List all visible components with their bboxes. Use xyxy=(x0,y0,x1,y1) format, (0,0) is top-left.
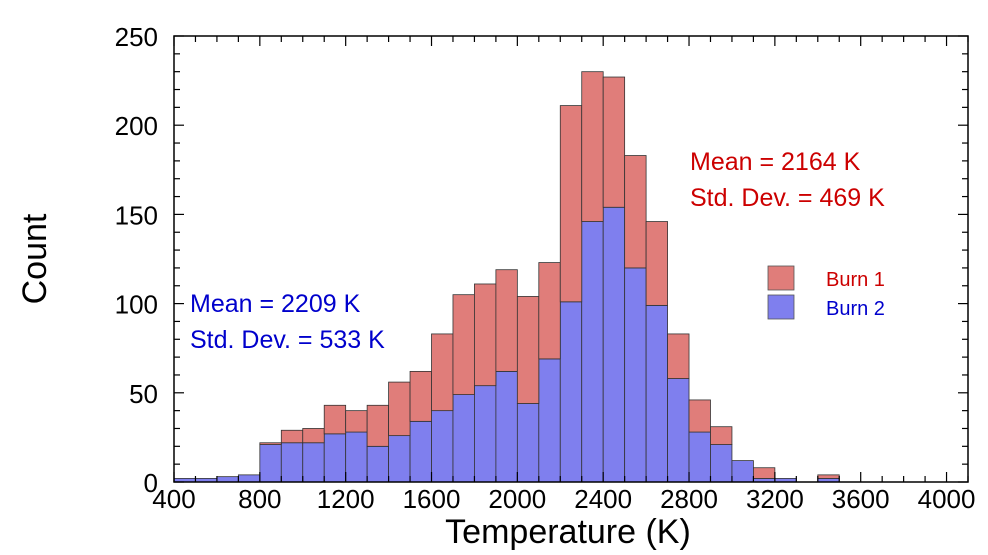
bar-burn2-1950 xyxy=(495,370,518,483)
bar-burn1-2150 xyxy=(538,262,561,360)
tick-labels: 400 800 1200 1600 2000 2400 2800 3200 3600 4000 0 5… xyxy=(115,22,976,514)
bars-group xyxy=(173,71,840,483)
bar-burn1-2950 xyxy=(710,426,733,445)
bar-burn1-1650 xyxy=(431,333,454,412)
bar-burn1-2550 xyxy=(624,155,647,269)
bar-burn2-2050 xyxy=(516,403,540,483)
bar-burn1-950 xyxy=(280,429,304,444)
bar-burn1-2050 xyxy=(516,296,540,404)
y-tick-label-150: 150 xyxy=(115,200,158,230)
bar-burn1-3150 xyxy=(753,467,776,479)
bar-burn1-1050 xyxy=(302,428,325,444)
plot-frame xyxy=(173,35,969,483)
legend-label-burn1: Burn 1 xyxy=(826,269,885,291)
x-axis-title: Temperature (K) xyxy=(445,513,691,551)
bar-burn1-1450 xyxy=(388,381,411,437)
legend-label-burn2: Burn 2 xyxy=(826,298,885,320)
bar-burn1-2250 xyxy=(559,105,583,303)
bar-burn2-1150 xyxy=(323,433,347,483)
x-tick-label-2400: 2400 xyxy=(574,484,632,514)
legend-swatch-burn2 xyxy=(767,294,795,320)
bar-burn2-850 xyxy=(259,444,282,483)
annotation-burn2: Mean = 2209 K Std. Dev. = 533 K xyxy=(190,290,385,354)
legend-swatch-burn1 xyxy=(767,265,795,291)
x-tick-label-4000: 4000 xyxy=(918,484,976,514)
bar-burn2-1350 xyxy=(366,445,389,483)
legend: Burn 1 Burn 2 xyxy=(767,265,885,320)
bar-burn2-2450 xyxy=(602,206,626,483)
x-tick-label-1200: 1200 xyxy=(317,484,375,514)
bar-burn2-650 xyxy=(216,476,239,483)
bar-burn2-2550 xyxy=(624,267,647,483)
y-tick-label-0: 0 xyxy=(144,468,158,498)
bar-burn2-2650 xyxy=(645,304,668,483)
y-tick-label-50: 50 xyxy=(129,379,158,409)
axis-ticks xyxy=(173,35,969,483)
bar-burn1-1850 xyxy=(474,283,497,387)
bar-burn2-1550 xyxy=(409,420,432,483)
x-tick-label-3600: 3600 xyxy=(832,484,890,514)
bar-burn1-1150 xyxy=(323,404,347,435)
x-tick-label-3200: 3200 xyxy=(746,484,804,514)
bar-burn1-2850 xyxy=(688,399,711,433)
bar-burn1-1950 xyxy=(495,269,518,372)
annotation-burn1: Mean = 2164 K Std. Dev. = 469 K xyxy=(690,148,885,212)
x-tick-label-2000: 2000 xyxy=(488,484,546,514)
bar-burn2-1750 xyxy=(452,394,475,483)
bar-burn1-1350 xyxy=(366,404,389,447)
bar-burn2-2750 xyxy=(667,378,690,483)
bar-burn1-850 xyxy=(259,442,282,445)
x-tick-label-400: 400 xyxy=(152,484,195,514)
bar-burn2-1850 xyxy=(474,385,497,483)
annotation-burn2-mean: Mean = 2209 K xyxy=(190,290,361,318)
bar-burn2-2150 xyxy=(538,358,561,483)
bar-burn2-3050 xyxy=(731,460,754,483)
annotation-burn2-stddev: Std. Dev. = 533 K xyxy=(190,326,385,354)
bar-burn2-1450 xyxy=(388,435,411,483)
annotation-burn1-stddev: Std. Dev. = 469 K xyxy=(690,184,885,212)
bar-burn2-2850 xyxy=(688,431,711,483)
bar-burn1-1750 xyxy=(452,294,475,395)
bar-burn2-950 xyxy=(280,442,304,483)
y-tick-label-200: 200 xyxy=(115,111,158,141)
annotation-burn1-mean: Mean = 2164 K xyxy=(690,148,861,176)
bar-burn1-1250 xyxy=(345,410,368,433)
bar-burn1-2650 xyxy=(645,221,668,306)
bar-burn1-1550 xyxy=(409,370,432,422)
bar-burn2-2950 xyxy=(710,444,733,483)
bar-burn2-2250 xyxy=(559,301,583,483)
bar-burn1-2750 xyxy=(667,333,690,379)
bar-burn1-3450 xyxy=(817,474,840,479)
bar-burn2-1050 xyxy=(302,442,325,483)
bar-burn1-2450 xyxy=(602,76,626,208)
x-tick-label-800: 800 xyxy=(238,484,281,514)
x-tick-label-2800: 2800 xyxy=(660,484,718,514)
bar-burn2-1250 xyxy=(345,431,368,483)
bar-burn2-750 xyxy=(237,474,261,483)
y-tick-label-100: 100 xyxy=(115,290,158,320)
x-tick-label-1600: 1600 xyxy=(403,484,461,514)
bar-burn2-2350 xyxy=(581,221,604,483)
y-tick-label-250: 250 xyxy=(115,22,158,52)
y-axis-title: Count xyxy=(16,213,54,304)
bar-burn2-1650 xyxy=(431,410,454,483)
bar-burn1-2350 xyxy=(581,71,604,222)
